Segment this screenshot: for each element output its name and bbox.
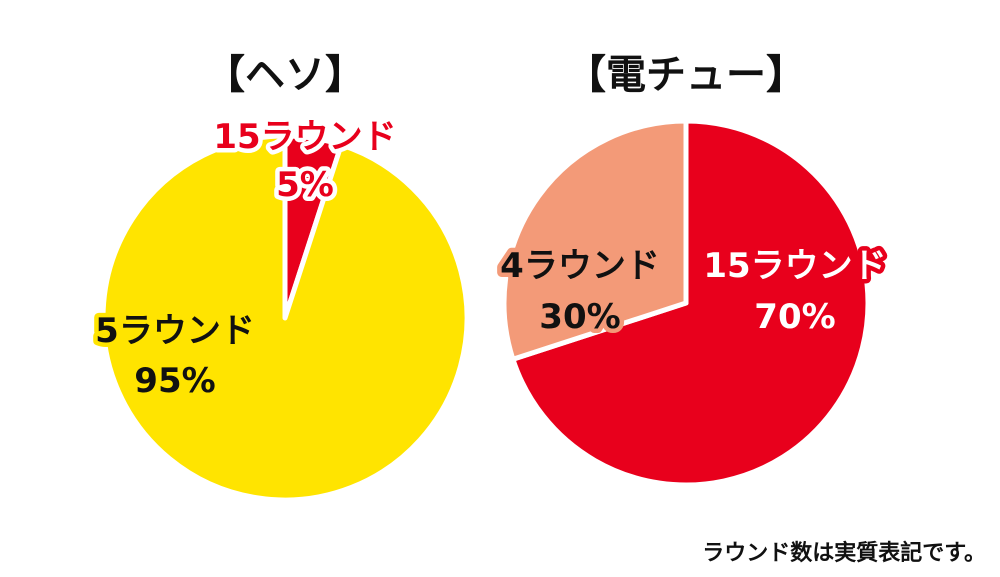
pie-title-heso: 【ヘソ】 — [205, 52, 365, 98]
slice-percent-denchu-15r: 70% — [754, 297, 835, 337]
pie-title-denchu: 【電チュー】 — [566, 52, 806, 98]
footnote: ラウンド数は実質表記です。 — [702, 541, 986, 566]
slice-percent-heso-5r: 95% — [134, 361, 215, 401]
slice-label-heso-5r: 5ラウンド — [95, 311, 255, 351]
pie-slice-denchu-4r — [501, 118, 689, 362]
slice-label-denchu-4r: 4ラウンド — [500, 246, 660, 286]
pie-slice-heso-5r — [100, 133, 470, 503]
pie-chart-denchu: 【電チュー】 15ラウンド 70% 4ラウンド 30% — [496, 52, 891, 488]
slice-percent-denchu-4r: 30% — [539, 297, 620, 337]
slice-percent-heso-15r: 5% — [276, 165, 334, 205]
slice-label-heso-15r: 15ラウンド — [213, 117, 396, 157]
pie-slice-denchu-15r — [510, 118, 871, 488]
pie-chart-heso: 【ヘソ】 15ラウンド 5% 5ラウンド 95% — [91, 52, 470, 503]
slice-label-denchu-15r: 15ラウンド — [703, 246, 886, 286]
